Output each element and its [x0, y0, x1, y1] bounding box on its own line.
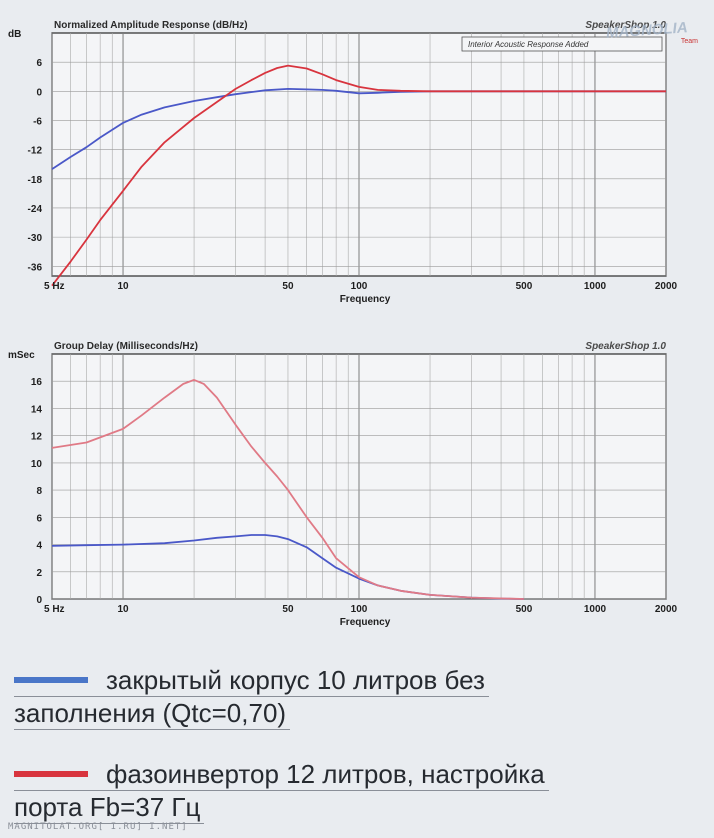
x-tick-label: 5 Hz [44, 281, 65, 292]
y-tick-label: -18 [28, 175, 43, 186]
series-line-1 [51, 64, 666, 287]
x-axis-label: Frequency [340, 617, 391, 628]
y-tick-label: 4 [36, 541, 42, 552]
watermark-sub: Team [680, 38, 698, 45]
x-tick-label: 5 Hz [44, 604, 65, 615]
x-tick-label: 10 [117, 604, 129, 615]
y-tick-label: 10 [31, 459, 43, 470]
y-tick-label: -6 [33, 116, 42, 127]
x-axis-label: Frequency [340, 294, 391, 305]
series-line-1 [51, 379, 524, 600]
y-tick-label: 16 [31, 377, 43, 388]
group-delay-chart: 16 14 12 10 8 6 4 2 05 Hz 10 50 100 500 1000 2000 Group… [8, 341, 678, 628]
y-tick-label: -12 [28, 146, 43, 157]
legend-swatch-red [14, 771, 88, 778]
legend-text-line1: закрытый корпус 10 литров без [106, 665, 485, 695]
x-tick-label: 1000 [584, 604, 607, 615]
legend-note: Interior Acoustic Response Added [468, 40, 589, 49]
brand-label: SpeakerShop 1.0 [585, 341, 666, 352]
brand-label: SpeakerShop 1.0 [585, 20, 666, 31]
legend-text-line2: заполнения (Qtc=0,70) [14, 698, 287, 728]
x-tick-label: 100 [351, 281, 368, 292]
y-tick-label: 2 [36, 568, 42, 579]
y-tick-label: 6 [36, 513, 42, 524]
footer-credit: MAGNITOLAT.ORG[ I.RU] I.NET] [8, 822, 188, 832]
y-tick-label: -30 [28, 233, 43, 244]
legend-item-closed-box: закрытый корпус 10 литров без заполнения… [14, 664, 694, 730]
y-axis-label: dB [8, 29, 21, 40]
chart-title: Group Delay (Milliseconds/Hz) [54, 341, 198, 352]
x-tick-label: 50 [282, 604, 294, 615]
x-tick-label: 1000 [584, 281, 607, 292]
legend-swatch-blue [14, 677, 88, 684]
y-tick-label: 0 [36, 595, 42, 606]
y-tick-label: 8 [36, 486, 42, 497]
amplitude-response-chart: 6 0 -6 -12 -18 -24 -30 -365 Hz 10 50 100 500 1000 200… [8, 20, 678, 305]
y-tick-label: 6 [36, 58, 42, 69]
y-tick-label: 12 [31, 432, 43, 443]
y-tick-label: 0 [36, 87, 42, 98]
y-axis-label: mSec [8, 350, 35, 361]
x-tick-label: 50 [282, 281, 294, 292]
y-tick-label: -36 [28, 262, 43, 273]
y-tick-label: -24 [28, 204, 43, 215]
legend-item-bass-reflex: фазоинвертор 12 литров, настройка порта … [14, 758, 694, 824]
x-tick-label: 500 [516, 604, 533, 615]
chart-title: Normalized Amplitude Response (dB/Hz) [54, 20, 248, 31]
x-tick-label: 10 [117, 281, 129, 292]
legend-text-line2: порта Fb=37 Гц [14, 792, 201, 822]
y-tick-label: 14 [31, 404, 43, 415]
legend-text-line1: фазоинвертор 12 литров, настройка [106, 759, 545, 789]
legend-note-box [461, 36, 663, 52]
x-tick-label: 2000 [655, 604, 678, 615]
x-tick-label: 500 [516, 281, 533, 292]
x-tick-label: 2000 [655, 281, 678, 292]
x-tick-label: 100 [351, 604, 368, 615]
